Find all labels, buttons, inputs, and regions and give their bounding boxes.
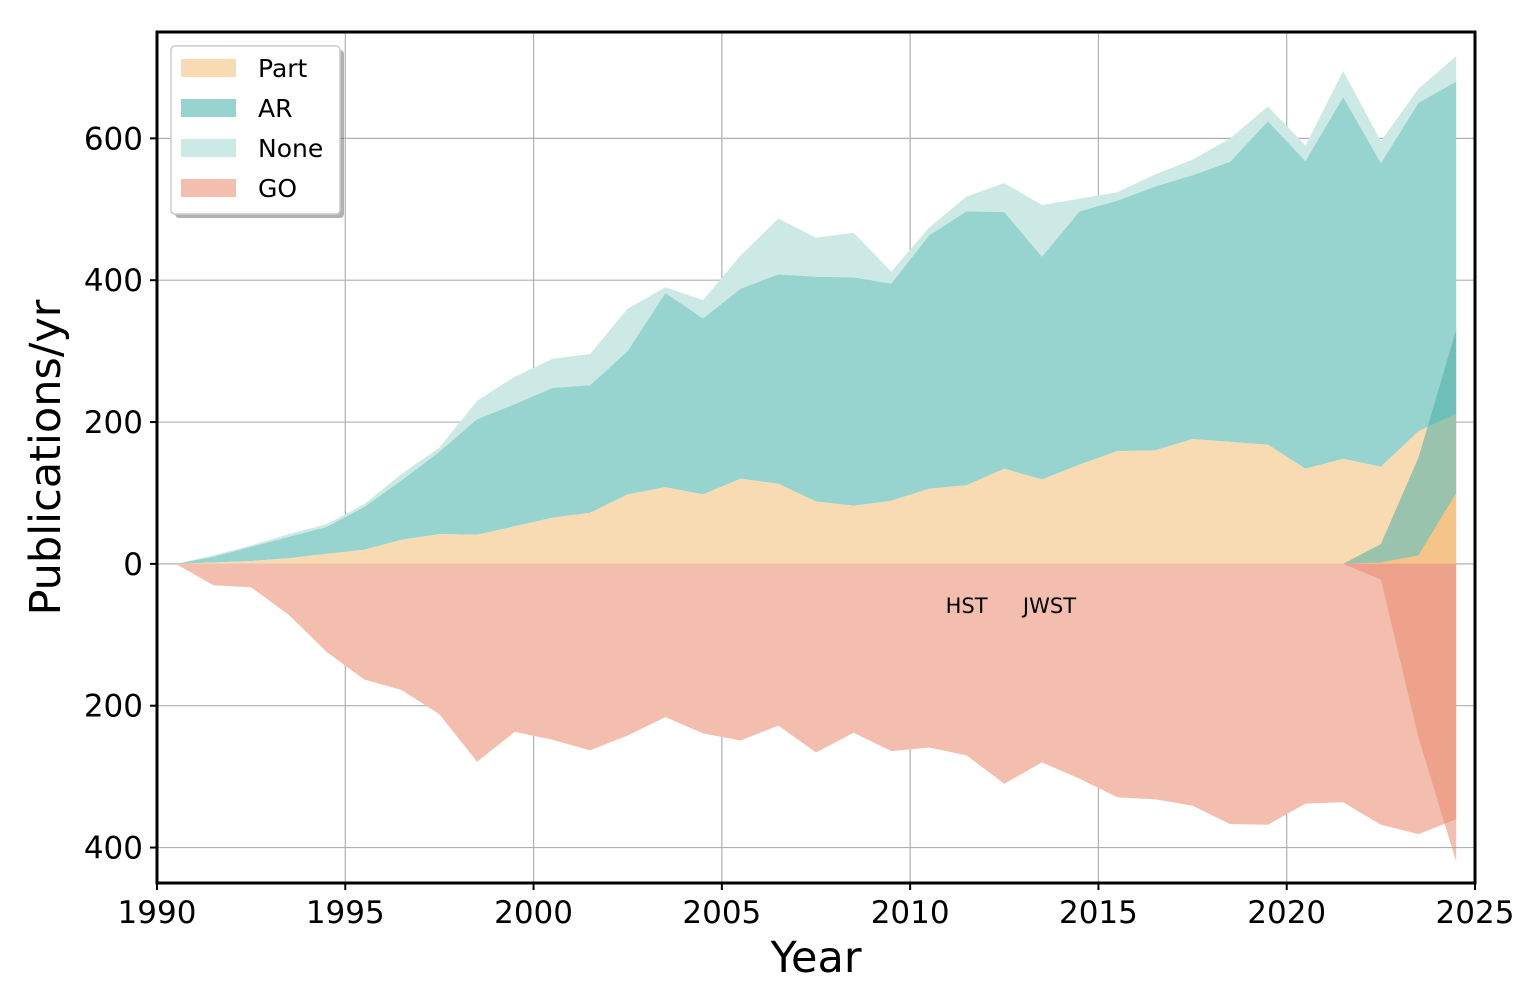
y-tick-label: 400 — [84, 831, 143, 867]
legend-label-ar: AR — [258, 94, 292, 123]
x-tick-label: 2000 — [494, 895, 573, 931]
x-tick-label: 2020 — [1247, 895, 1326, 931]
x-tick-label: 2010 — [871, 895, 950, 931]
annotation-jwst: JWST — [1021, 594, 1076, 618]
y-tick-label: 0 — [123, 547, 143, 583]
stacked-areas — [175, 56, 1457, 862]
area-ar-jwst — [1343, 329, 1457, 564]
y-tick-label: 600 — [84, 121, 143, 157]
y-tick-label: 200 — [84, 405, 143, 441]
area-go-jwst — [1343, 563, 1457, 862]
area-go-hst — [175, 563, 1457, 835]
legend-label-none: None — [258, 134, 323, 163]
legend-swatch-none — [181, 139, 236, 157]
x-tick-label: 1990 — [118, 895, 197, 931]
plot-frame — [155, 30, 1477, 885]
y-tick-label: 400 — [84, 263, 143, 299]
legend-swatch-go — [181, 179, 236, 197]
annotation-hst: HST — [946, 594, 988, 618]
y-axis-label: Publications/yr — [21, 299, 71, 615]
legend-entry-part: Part — [181, 54, 308, 83]
legend-entry-ar: AR — [181, 94, 292, 123]
x-axis-ticks: 1990 1995 2000 2005 2010 2015 2020 2025 — [118, 883, 1515, 931]
x-tick-label: 2015 — [1059, 895, 1138, 931]
legend-entry-go: GO — [181, 174, 297, 203]
legend-box — [170, 45, 341, 215]
area-ar-hst — [175, 81, 1457, 564]
y-axis-ticks: 600 400 200 0 200 400 — [84, 121, 157, 867]
x-tick-label: 2025 — [1436, 895, 1515, 931]
area-none-hst — [175, 56, 1457, 564]
x-tick-label: 1995 — [306, 895, 385, 931]
legend-entry-none: None — [181, 134, 323, 163]
area-part-hst — [175, 413, 1457, 564]
legend-label-go: GO — [258, 174, 297, 203]
legend: Part AR None GO — [170, 45, 344, 218]
legend-swatch-part — [181, 59, 236, 77]
y-tick-label: 200 — [84, 689, 143, 725]
area-part-jwst — [1343, 493, 1457, 564]
x-tick-label: 2005 — [682, 895, 761, 931]
legend-label-part: Part — [258, 54, 308, 83]
legend-swatch-ar — [181, 99, 236, 117]
x-axis-label: Year — [769, 933, 861, 983]
